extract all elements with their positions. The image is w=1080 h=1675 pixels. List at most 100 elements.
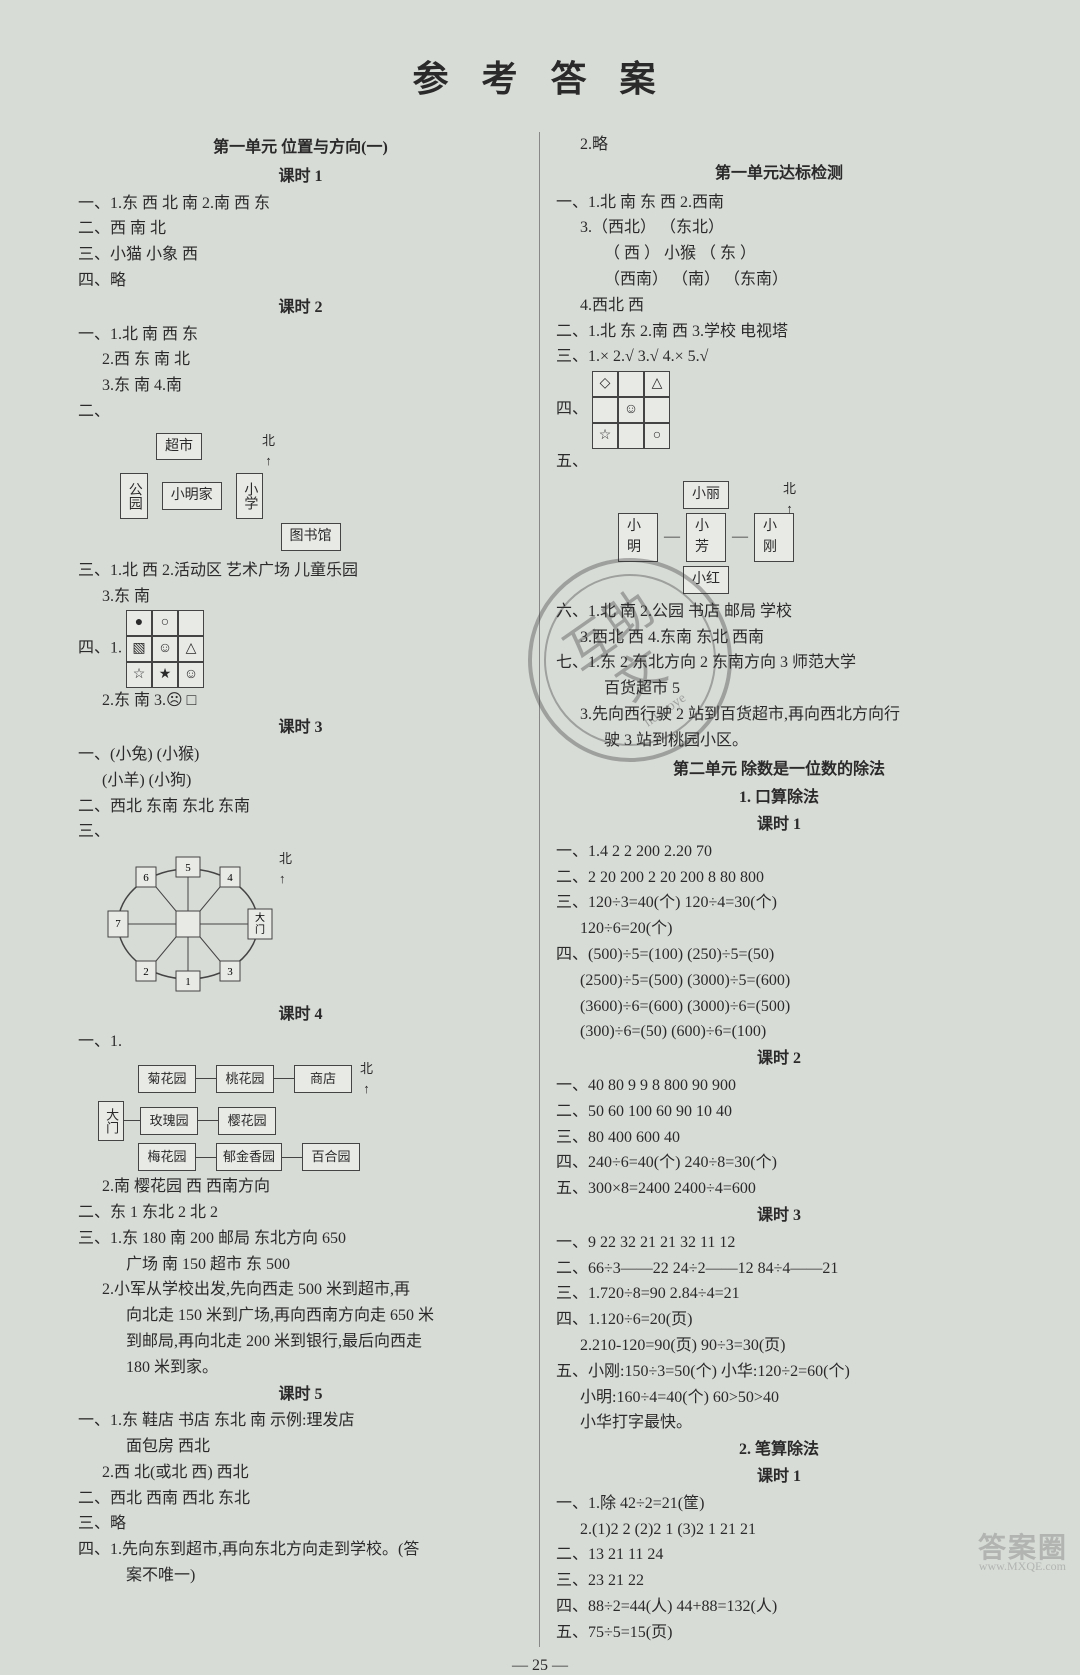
text-line: 二、西 南 北 (78, 217, 523, 242)
text-line: 案不唯一) (78, 1564, 523, 1589)
lesson4-title: 课时 4 (78, 1003, 523, 1028)
grid-cell: △ (644, 371, 670, 397)
circle-map-diagram: 5 6 4 7 大 门 2 1 3 (98, 849, 278, 999)
svg-text:门: 门 (255, 923, 265, 936)
text-line: 4.西北 西 (556, 294, 1002, 319)
diagram-box-label: 超市 (156, 433, 202, 461)
lesson1-title: 课时 1 (78, 165, 523, 190)
lesson2-diagram: 超市 北↑ 公园 小明家 小学 图书馆 (118, 431, 523, 553)
flow-node: 郁金香园 (216, 1143, 282, 1171)
flow-node: 桃花园 (216, 1065, 274, 1093)
grid-cell (644, 397, 670, 423)
flow-node: 菊花园 (138, 1065, 196, 1093)
grid-cell: ★ (152, 662, 178, 688)
grid-cell: ☆ (592, 423, 618, 449)
svg-text:5: 5 (185, 862, 191, 874)
garden-flow-diagram: 菊花园 桃花园 商店 北↑ 大门 玫瑰园 樱花园 梅花园 (98, 1059, 388, 1171)
text-line: 二、西北 东南 东北 东南 (78, 795, 523, 820)
text-line: 3.先向西行驶 2 站到百货超市,再向西北方向行 (556, 703, 1002, 728)
text-line: (300)÷6=(50) (600)÷6=(100) (556, 1020, 1002, 1045)
text-line: 3.东 南 (78, 585, 523, 610)
text-line: 二、13 21 11 24 (556, 1543, 1002, 1568)
grid-cell (178, 610, 204, 636)
text-line: (2500)÷5=(500) (3000)÷5=(600) (556, 969, 1002, 994)
text-line: 一、1.东 鞋店 书店 东北 南 示例:理发店 (78, 1409, 523, 1434)
text-line: 三、1.720÷8=90 2.84÷4=21 (556, 1282, 1002, 1307)
text-line: 四、(500)÷5=(100) (250)÷5=(50) (556, 943, 1002, 968)
grid-cell: ● (126, 610, 152, 636)
text-line: 3.（西北） （东北） (556, 216, 1002, 241)
text-line: 三、1.北 西 2.活动区 艺术广场 儿童乐园 (78, 559, 523, 584)
unit1-title: 第一单元 位置与方向(一) (78, 136, 523, 161)
section1-title: 1. 口算除法 (556, 786, 1002, 811)
diagram-box-label: 小明 (618, 513, 658, 562)
text-line: 四、1. ● ○ ▧ ☺ △ ☆ ★ ☺ (78, 610, 523, 688)
text-line: 二、2 20 200 2 20 200 8 80 800 (556, 866, 1002, 891)
text-line: 三、23 21 22 (556, 1569, 1002, 1594)
u2s2-lesson1-title: 课时 1 (556, 1465, 1002, 1490)
grid-cell: ☺ (178, 662, 204, 688)
text-line: 二、50 60 100 60 90 10 40 (556, 1100, 1002, 1125)
text-line: (小羊) (小狗) (78, 769, 523, 794)
diagram-box-label: 小明家 (162, 482, 222, 510)
text-line: 180 米到家。 (78, 1356, 523, 1381)
text-line: 小明:160÷4=40(个) 60>50>40 (556, 1386, 1002, 1411)
north-indicator: 北↑ (783, 479, 796, 519)
svg-text:7: 7 (115, 918, 121, 930)
page-number: — 25 — (70, 1657, 1010, 1675)
flow-node: 商店 (294, 1065, 352, 1093)
text-line: 七、1.东 2 东北方向 2 东南方向 3 师范大学 (556, 651, 1002, 676)
flow-node: 百合园 (302, 1143, 360, 1171)
text-line: 六、1.北 南 2.公园 书店 邮局 学校 (556, 600, 1002, 625)
svg-text:1: 1 (185, 976, 191, 988)
text-line: 一、40 80 9 9 8 800 90 900 (556, 1074, 1002, 1099)
text-line: （西南） （南） （东南） (556, 268, 1002, 293)
diagram-box-label: 小刚 (754, 513, 794, 562)
flow-node: 梅花园 (138, 1143, 196, 1171)
text-line: 四、 ◇ △ ☺ ☆ ○ (556, 371, 1002, 449)
right-column: 2.略 第一单元达标检测 一、1.北 南 东 西 2.西南 3.（西北） （东北… (540, 132, 1010, 1647)
text-line: 三、1.× 2.√ 3.√ 4.× 5.√ (556, 345, 1002, 370)
text-line: 3.西北 西 4.东南 东北 西南 (556, 626, 1002, 651)
text-line: 二、东 1 东北 2 北 2 (78, 1201, 523, 1226)
text-line: 四、略 (78, 269, 523, 294)
text-line: 三、1.东 180 南 200 邮局 东北方向 650 (78, 1227, 523, 1252)
text-line: 五、小刚:150÷3=50(个) 小华:120÷2=60(个) (556, 1360, 1002, 1385)
diagram-box-label: 图书馆 (281, 523, 341, 551)
u2-lesson1-title: 课时 1 (556, 813, 1002, 838)
text-line: 一、1.东 西 北 南 2.南 西 东 (78, 192, 523, 217)
grid-cell: ◇ (592, 371, 618, 397)
text-line: 到邮局,再向北走 200 米到银行,最后向西走 (78, 1330, 523, 1355)
text-line: 一、(小兔) (小猴) (78, 743, 523, 768)
section2-title: 2. 笔算除法 (556, 1438, 1002, 1463)
text-line: 一、1. (78, 1030, 523, 1055)
diagram-box-label: 公园 (120, 473, 148, 519)
text-line: 五、75÷5=15(页) (556, 1621, 1002, 1646)
text-line: 三、略 (78, 1512, 523, 1537)
text-line: 一、1.北 南 东 西 2.西南 (556, 191, 1002, 216)
text-line: 2.西 北(或北 西) 西北 (78, 1461, 523, 1486)
north-indicator: 北↑ (262, 431, 275, 471)
text-line: 驶 3 站到桃园小区。 (556, 729, 1002, 754)
text-line: 四、1.先向东到超市,再向东北方向走到学校。(答 (78, 1538, 523, 1563)
flow-node: 大门 (98, 1101, 124, 1141)
svg-text:4: 4 (227, 872, 233, 884)
diagram-box-label: 小红 (683, 566, 729, 594)
text-line: 二、 (78, 400, 523, 425)
text-line: 四、1.120÷6=20(页) (556, 1308, 1002, 1333)
text-line: 三、80 400 600 40 (556, 1126, 1002, 1151)
grid-cell: ☺ (618, 397, 644, 423)
svg-text:6: 6 (143, 872, 149, 884)
left-column: 第一单元 位置与方向(一) 课时 1 一、1.东 西 北 南 2.南 西 东 二… (70, 132, 540, 1647)
diagram-box-label: 小丽 (683, 481, 729, 509)
grid-cell: ▧ (126, 636, 152, 662)
text-line: 广场 南 150 超市 东 500 (78, 1253, 523, 1278)
lesson5-title: 课时 5 (78, 1383, 523, 1408)
text-line: 三、 (78, 820, 523, 845)
text-line: 二、66÷3——22 24÷2——12 84÷4——21 (556, 1257, 1002, 1282)
text-line: 百货超市 5 (556, 677, 1002, 702)
text-line: 2.210-120=90(页) 90÷3=30(页) (556, 1334, 1002, 1359)
text-line: 五、300×8=2400 2400÷4=600 (556, 1177, 1002, 1202)
u2-lesson2-title: 课时 2 (556, 1047, 1002, 1072)
text-line: 2.略 (556, 133, 1002, 158)
